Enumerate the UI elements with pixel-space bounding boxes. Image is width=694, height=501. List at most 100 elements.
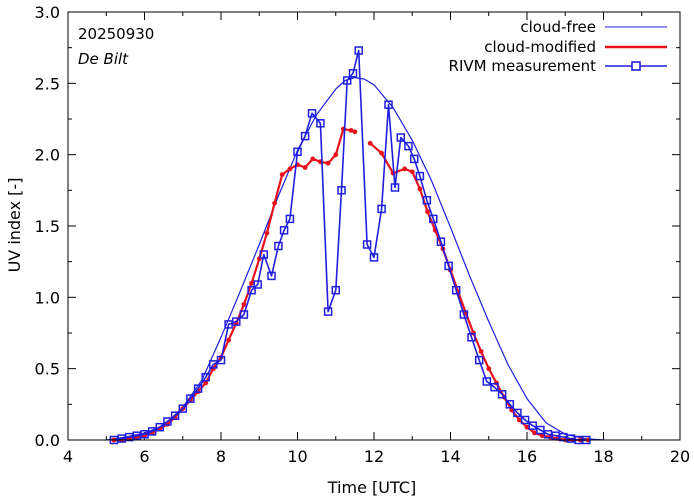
- point-rivm-measurement: [247, 285, 256, 295]
- x-tick-label: 4: [63, 447, 73, 466]
- x-tick-label: 14: [440, 447, 460, 466]
- point-rivm-measurement: [396, 133, 406, 142]
- x-tick-labels: 4 6 8 10 12 14 16 18 20: [63, 447, 690, 466]
- x-tick-label: 16: [517, 447, 537, 466]
- point-rivm-measurement: [444, 261, 453, 271]
- point-cloud-modified: [249, 280, 255, 286]
- x-tick-label: 6: [139, 447, 149, 466]
- x-tick-label: 20: [670, 447, 690, 466]
- point-cloud-modified: [409, 169, 415, 175]
- point-cloud-modified: [310, 156, 316, 162]
- point-rivm-measurement: [170, 411, 180, 420]
- point-rivm-measurement: [451, 285, 461, 295]
- point-rivm-measurement: [342, 76, 352, 85]
- x-axis-title: Time [UTC]: [327, 478, 416, 497]
- legend-label-cloud-modified: cloud-modified: [484, 38, 596, 56]
- point-cloud-modified: [325, 160, 331, 166]
- point-cloud-modified: [379, 150, 384, 156]
- point-cloud-modified: [486, 366, 492, 372]
- x-tick-label: 8: [216, 447, 226, 466]
- point-cloud-modified: [333, 152, 339, 158]
- point-rivm-measurement: [377, 204, 386, 214]
- x-tick-label: 10: [287, 447, 307, 466]
- point-rivm-measurement: [497, 390, 507, 399]
- point-rivm-measurement: [239, 310, 249, 319]
- series-line-cloud-modified: [113, 127, 356, 442]
- point-rivm-measurement: [186, 394, 195, 403]
- point-rivm-measurement: [337, 186, 346, 195]
- point-rivm-measurement: [267, 271, 276, 281]
- point-rivm-measurement: [467, 333, 476, 342]
- point-cloud-modified: [348, 127, 354, 133]
- point-rivm-measurement: [193, 384, 203, 393]
- point-rivm-measurement: [536, 425, 545, 435]
- point-cloud-modified: [203, 380, 209, 386]
- point-rivm-measurement: [259, 250, 269, 259]
- point-rivm-measurement: [436, 237, 446, 246]
- point-rivm-measurement: [354, 46, 363, 55]
- series-line-rivm-measurement: [113, 49, 587, 441]
- point-rivm-measurement: [285, 214, 295, 224]
- point-rivm-measurement: [293, 147, 302, 157]
- point-rivm-measurement: [163, 417, 172, 426]
- y-tick-label: 0.0: [35, 431, 60, 450]
- point-rivm-measurement: [482, 377, 492, 386]
- point-cloud-modified: [302, 165, 308, 170]
- point-rivm-measurement: [459, 310, 469, 319]
- y-tick-label: 1.5: [35, 217, 60, 236]
- point-rivm-measurement: [274, 241, 283, 251]
- y-tick-label: 1.0: [35, 288, 60, 307]
- y-tick-label: 2.5: [35, 74, 60, 93]
- point-rivm-measurement: [390, 183, 400, 192]
- point-rivm-measurement: [384, 100, 393, 109]
- point-rivm-measurement: [307, 109, 317, 118]
- y-tick-labels: 0.0 0.5 1.0 1.5 2.0 2.5 3.0: [35, 3, 60, 450]
- point-rivm-measurement: [216, 355, 226, 365]
- station-label: De Bilt: [78, 50, 129, 68]
- point-rivm-measurement: [409, 154, 419, 164]
- point-cloud-modified: [226, 337, 232, 343]
- legend-label-cloud-free: cloud-free: [520, 18, 596, 36]
- point-cloud-modified: [367, 140, 373, 146]
- series-layer: [106, 46, 604, 445]
- point-rivm-measurement: [369, 253, 379, 262]
- point-cloud-modified: [279, 172, 285, 178]
- series-line-cloud-free: [106, 76, 604, 441]
- point-cloud-modified: [272, 200, 277, 206]
- y-tick-label: 2.0: [35, 146, 60, 165]
- point-cloud-modified: [241, 302, 247, 307]
- point-rivm-measurement: [505, 400, 515, 409]
- point-rivm-measurement: [323, 307, 333, 316]
- point-cloud-modified: [517, 417, 522, 423]
- y-tick-label: 3.0: [35, 3, 60, 22]
- point-rivm-measurement: [300, 131, 310, 141]
- point-rivm-measurement: [422, 196, 432, 205]
- point-rivm-measurement: [279, 226, 289, 235]
- series-line-cloud-modified: [369, 142, 589, 442]
- point-cloud-modified: [287, 166, 293, 172]
- point-rivm-measurement: [178, 404, 188, 413]
- point-rivm-measurement: [348, 69, 358, 78]
- point-rivm-measurement: [253, 280, 262, 289]
- point-rivm-measurement: [415, 171, 425, 181]
- plot-frame: [67, 11, 681, 441]
- point-rivm-measurement: [528, 421, 537, 430]
- point-rivm-measurement: [331, 285, 341, 295]
- point-rivm-measurement: [490, 382, 499, 392]
- legend-marker-rivm-measurement: [631, 61, 641, 71]
- point-cloud-modified: [352, 129, 358, 135]
- point-cloud-modified: [524, 424, 530, 430]
- point-rivm-measurement: [232, 317, 241, 326]
- point-cloud-modified: [402, 166, 407, 172]
- point-rivm-measurement: [316, 119, 325, 128]
- point-rivm-measurement: [429, 214, 438, 224]
- point-rivm-measurement: [520, 415, 530, 425]
- point-cloud-modified: [478, 349, 484, 354]
- x-tick-label: 12: [364, 447, 384, 466]
- legend-label-rivm-measurement: RIVM measurement: [449, 57, 597, 75]
- point-cloud-modified: [539, 433, 545, 439]
- point-rivm-measurement: [513, 408, 522, 418]
- x-tick-label: 18: [593, 447, 613, 466]
- point-rivm-measurement: [209, 360, 218, 369]
- legend: cloud-free cloud-modified RIVM measureme…: [449, 18, 667, 75]
